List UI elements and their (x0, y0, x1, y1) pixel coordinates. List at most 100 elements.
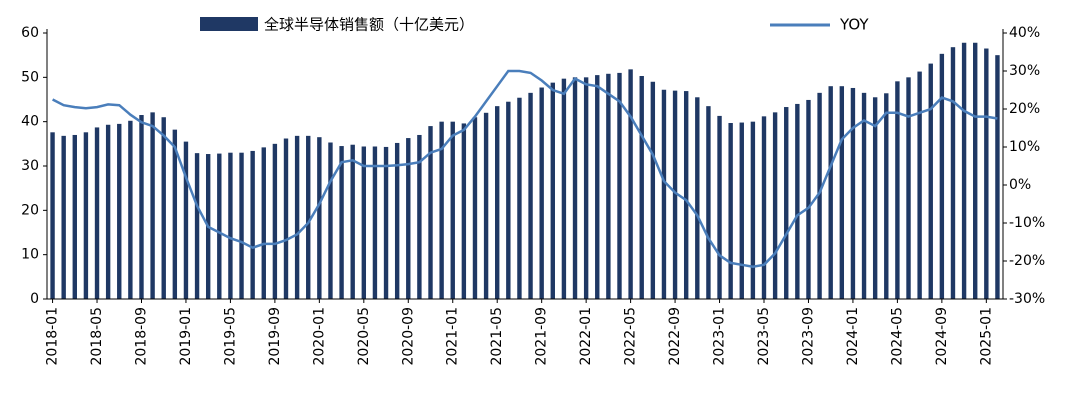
bar (884, 93, 889, 299)
bar (995, 55, 1000, 299)
bar (183, 141, 189, 299)
x-tick-label: 2023-09 (800, 307, 816, 366)
bar (139, 115, 144, 300)
legend-label: YOY (839, 16, 869, 34)
x-tick-label: 2021-01 (445, 307, 461, 366)
bar (728, 122, 733, 299)
x-tick-label: 2024-09 (934, 307, 950, 366)
bar (506, 101, 511, 299)
bar (872, 97, 878, 300)
bar (784, 107, 789, 299)
bar (394, 142, 400, 299)
y-tick-label: 30 (21, 158, 39, 174)
bar (839, 86, 845, 299)
bar (750, 121, 756, 300)
y-tick-label: 60 (21, 25, 39, 41)
bar (306, 135, 311, 299)
y-tick-label: 50 (21, 69, 39, 85)
y-tick-label: 40 (21, 114, 39, 130)
bar (472, 117, 478, 299)
y-tick-label: 20 (21, 202, 39, 218)
bar (461, 123, 467, 299)
bar (361, 146, 367, 299)
bar (906, 77, 911, 299)
bar (439, 121, 444, 300)
bar (572, 77, 578, 299)
line (52, 69, 998, 268)
bar (406, 138, 411, 299)
bar (950, 47, 956, 299)
x-tick-label: 2018-09 (133, 307, 149, 366)
x-tick-label: 2020-01 (311, 307, 327, 366)
bar (83, 132, 89, 299)
bar (350, 144, 355, 299)
bar (417, 134, 422, 299)
x-tick-label: 2023-05 (756, 307, 772, 366)
y2-tick-label: 10% (1009, 139, 1040, 155)
x-tick-label: 2019-01 (178, 307, 194, 366)
bar (639, 76, 644, 300)
bar (795, 103, 800, 299)
bar (539, 87, 544, 299)
x-tick-label: 2022-01 (578, 307, 594, 366)
bar (50, 132, 55, 299)
bar (806, 99, 811, 300)
x-tick-label: 2020-05 (356, 307, 372, 366)
bar (683, 91, 689, 300)
bar (939, 53, 945, 299)
bar (372, 146, 378, 299)
bar (739, 122, 744, 299)
bar (928, 63, 933, 300)
bar (961, 42, 967, 300)
bar (328, 142, 333, 299)
bar (217, 153, 222, 299)
bar (561, 78, 567, 299)
bar (94, 127, 100, 300)
bar (250, 150, 255, 299)
y2-tick-label: 30% (1009, 63, 1040, 79)
bar (628, 69, 633, 299)
bar (283, 138, 289, 299)
bar (895, 81, 900, 299)
bar (61, 135, 66, 299)
bar (606, 73, 611, 299)
x-tick-label: 2022-05 (623, 307, 639, 366)
y2-tick-label: 20% (1009, 101, 1040, 117)
bar (428, 126, 433, 299)
bar (161, 117, 166, 299)
bar (517, 97, 522, 299)
bar (483, 112, 489, 299)
bar (772, 112, 778, 300)
bar (272, 143, 278, 299)
x-tick-label: 2018-01 (45, 307, 61, 366)
bar (450, 121, 455, 300)
bar (72, 134, 77, 299)
x-tick-label: 2021-05 (489, 307, 505, 366)
x-tick-label: 2019-05 (222, 307, 238, 366)
x-tick-label: 2022-09 (667, 307, 683, 366)
bar (717, 115, 722, 299)
bar (828, 86, 833, 299)
bar (695, 97, 700, 300)
bar (550, 82, 555, 299)
x-tick-label: 2018-05 (89, 307, 105, 366)
x-tick-label: 2019-09 (267, 307, 283, 366)
y2-tick-label: 0% (1009, 177, 1031, 193)
bar (706, 106, 711, 300)
x-tick-label: 2020-09 (400, 307, 416, 366)
bar (228, 152, 233, 299)
x-tick-label: 2025-01 (978, 307, 994, 366)
bar (339, 146, 344, 299)
bar (583, 77, 589, 299)
y2-tick-label: 40% (1009, 25, 1040, 41)
bar (973, 42, 978, 300)
y2-tick-label: -30% (1009, 291, 1045, 307)
legend-label: 全球半导体销售额（十亿美元） (264, 16, 474, 34)
bar (984, 48, 989, 300)
bar (595, 75, 600, 299)
bar (261, 147, 266, 299)
bar (194, 153, 200, 299)
legend-swatch (200, 17, 258, 31)
bar (239, 152, 244, 299)
